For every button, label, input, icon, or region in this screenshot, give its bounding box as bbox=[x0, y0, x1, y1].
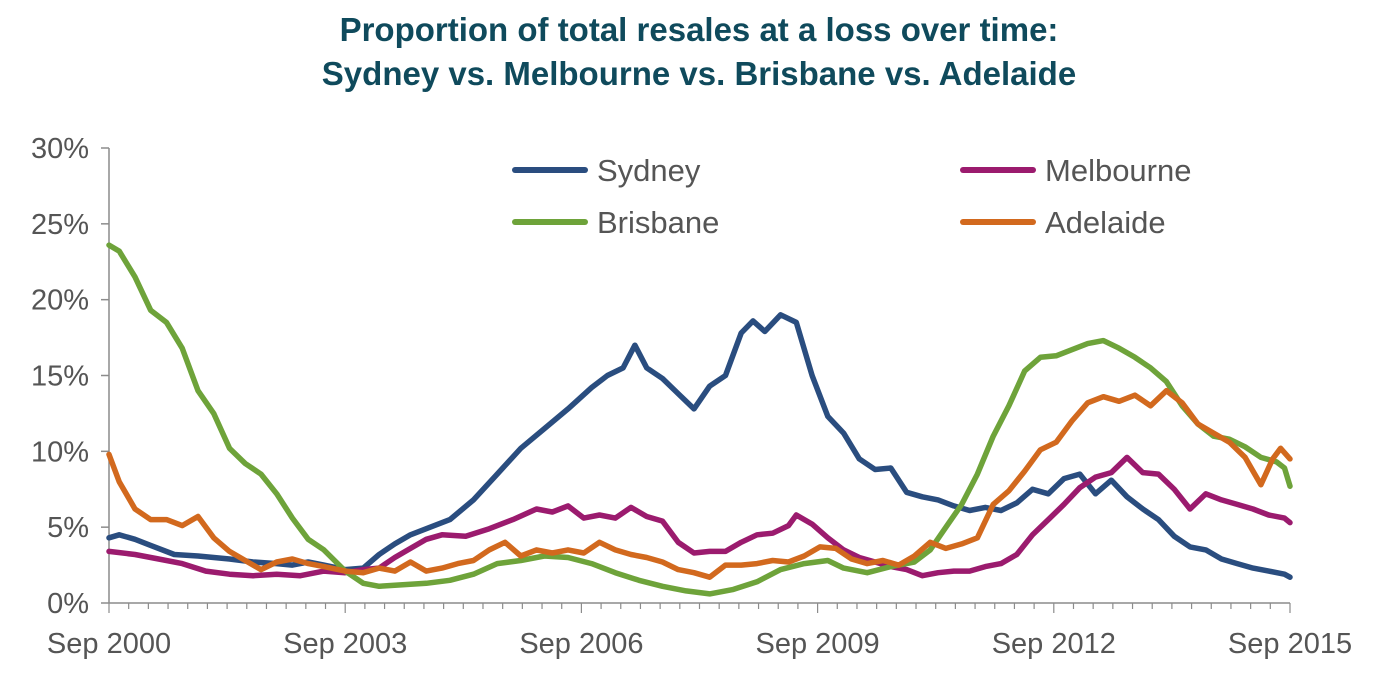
series-line-sydney bbox=[106, 312, 1293, 580]
x-tick-label: Sep 2000 bbox=[47, 628, 171, 660]
x-tick-label: Sep 2012 bbox=[992, 628, 1116, 660]
series-layer bbox=[106, 242, 1293, 597]
y-tick-label: 5% bbox=[47, 512, 89, 544]
legend-label-sydney: Sydney bbox=[597, 153, 701, 188]
y-tick-label: 15% bbox=[31, 361, 89, 393]
y-tick-label: 30% bbox=[31, 133, 89, 165]
series-line-brisbane bbox=[106, 242, 1293, 597]
y-tick-label: 0% bbox=[47, 588, 89, 620]
x-tick-label: Sep 2003 bbox=[283, 628, 407, 660]
legend: Sydney Melbourne Brisbane Adelaide bbox=[512, 153, 1191, 240]
legend-label-adelaide: Adelaide bbox=[1045, 205, 1166, 240]
y-tick-label: 25% bbox=[31, 209, 89, 241]
x-tick-label: Sep 2009 bbox=[756, 628, 880, 660]
x-tick-label: Sep 2006 bbox=[519, 628, 643, 660]
series-line-adelaide bbox=[106, 387, 1293, 580]
chart-title-line-2: Sydney vs. Melbourne vs. Brisbane vs. Ad… bbox=[321, 55, 1077, 92]
y-tick-label: 10% bbox=[31, 436, 89, 468]
chart-title-line-1: Proportion of total resales at a loss ov… bbox=[339, 11, 1059, 48]
legend-label-melbourne: Melbourne bbox=[1045, 153, 1191, 188]
x-tick-label: Sep 2015 bbox=[1228, 628, 1352, 660]
legend-label-brisbane: Brisbane bbox=[597, 205, 719, 240]
axes: 0% 5% 10% 15% 20% 25% 30% Sep 2000 Sep 2003 Sep 2… bbox=[31, 133, 1352, 660]
y-tick-label: 20% bbox=[31, 285, 89, 317]
